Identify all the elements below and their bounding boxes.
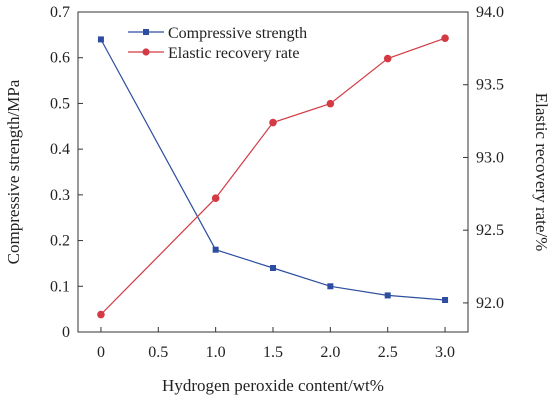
y-left-tick-label: 0.3 — [50, 187, 70, 204]
series-markers — [97, 34, 449, 319]
compressive-strength-point — [212, 246, 219, 253]
compressive-strength-point — [270, 265, 276, 271]
x-tick-label: 2.5 — [378, 344, 398, 361]
y-left-tick-label: 0.5 — [50, 95, 70, 112]
compressive-strength-point — [97, 36, 104, 43]
legend: Compressive strength Elastic recovery ra… — [128, 25, 307, 62]
y-left-axis-title: Compressive strength/MPa — [4, 79, 23, 264]
x-tick-label: 2.0 — [320, 344, 340, 361]
x-tick-label: 1.5 — [263, 344, 283, 361]
axis-ticks: 0 0.5 1.0 1.5 2.0 2.5 3.0 0 0.1 0.2 0.3 0.4 0.5 0.6 0.… — [50, 4, 504, 361]
x-tick-label: 1.0 — [206, 344, 226, 361]
legend-label-compressive: Compressive strength — [168, 25, 307, 42]
y-right-tick-label: 93.0 — [476, 149, 504, 166]
legend-marker-square — [143, 29, 149, 35]
x-axis-title: Hydrogen peroxide content/wt% — [162, 376, 384, 395]
elastic-recovery-point — [211, 194, 220, 202]
y-right-tick-label: 92.0 — [476, 295, 504, 312]
elastic-recovery-point — [383, 54, 392, 63]
compressive-strength-line — [100, 39, 446, 301]
y-right-tick-label: 94.0 — [476, 4, 504, 21]
legend-label-elastic: Elastic recovery rate — [168, 45, 299, 62]
elastic-recovery-point — [441, 34, 449, 42]
series-lines — [100, 37, 446, 315]
compressive-strength-point — [384, 292, 391, 299]
x-tick-label: 3.0 — [435, 344, 455, 361]
compressive-strength-point — [442, 297, 449, 303]
legend-marker-circle — [142, 48, 150, 56]
y-right-tick-label: 93.5 — [476, 77, 504, 94]
y-left-tick-label: 0.7 — [50, 4, 70, 21]
elastic-recovery-point — [326, 99, 335, 108]
elastic-recovery-point — [97, 310, 105, 319]
elastic-recovery-point — [269, 118, 277, 127]
y-left-tick-label: 0.6 — [50, 50, 70, 67]
y-right-tick-label: 92.5 — [476, 222, 504, 239]
y-right-axis-title: Elastic recovery rate/% — [532, 93, 549, 252]
elastic-recovery-line — [100, 37, 446, 315]
compressive-strength-point — [327, 283, 334, 290]
x-tick-label: 0.5 — [148, 344, 168, 361]
x-tick-label: 0 — [97, 344, 105, 361]
y-left-tick-label: 0.1 — [50, 278, 70, 295]
y-left-tick-label: 0 — [62, 324, 70, 341]
y-left-tick-label: 0.4 — [50, 141, 70, 158]
y-left-tick-label: 0.2 — [50, 233, 70, 250]
